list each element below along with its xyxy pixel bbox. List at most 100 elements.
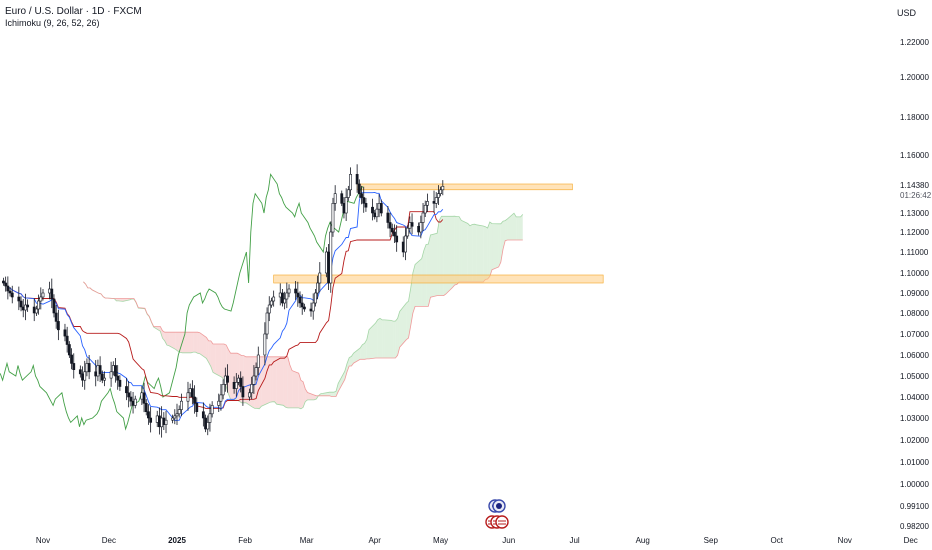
time-tick-label: Oct	[770, 536, 783, 545]
us-flag-icon	[485, 515, 509, 529]
candle-body	[226, 375, 229, 383]
price-tick-label: 1.03000	[900, 414, 929, 423]
candle	[142, 382, 146, 413]
candle	[65, 326, 69, 353]
candle	[32, 298, 36, 322]
candle-body	[439, 189, 443, 194]
cloud-segment	[483, 225, 486, 282]
candle	[377, 194, 381, 218]
candle-body	[393, 231, 396, 237]
chart-title[interactable]: Euro / U.S. Dollar · 1D · FXCM	[5, 6, 142, 17]
candle-body	[313, 292, 317, 304]
candle-body	[311, 302, 315, 312]
price-tick-label: 1.13000	[900, 209, 929, 218]
candle-body	[175, 413, 179, 417]
time-tick-label: Feb	[238, 536, 252, 545]
candle-body	[267, 304, 271, 314]
cloud-segment	[270, 356, 273, 403]
candle	[239, 371, 243, 393]
time-tick-label: Mar	[300, 536, 314, 545]
price-tick-label: 1.16000	[900, 151, 929, 160]
cloud-segment	[289, 364, 293, 408]
candle-body	[72, 363, 76, 370]
ichimoku-lines	[0, 173, 444, 431]
event-icons	[485, 499, 509, 529]
zone-2	[273, 274, 604, 284]
cloud-segment	[285, 356, 288, 408]
cloud-segment	[120, 298, 123, 302]
candle	[309, 302, 313, 317]
candle-body	[127, 392, 131, 398]
candle	[217, 393, 221, 413]
price-tick-label: 1.10000	[900, 269, 929, 278]
candle	[87, 355, 91, 380]
candle-body	[234, 381, 238, 389]
candle	[267, 296, 271, 322]
candle	[85, 358, 89, 377]
indicator-label[interactable]: Ichimoku (9, 26, 52, 26)	[5, 18, 100, 28]
candle	[241, 376, 245, 406]
candle-body	[204, 417, 207, 430]
price-axis: 1.22000 1.20000 1.18000 1.16000 1.13000 1.120…	[900, 38, 929, 531]
cloud-segment	[331, 392, 334, 397]
flag-badge	[495, 515, 509, 529]
cloud-segment	[245, 356, 253, 408]
candle-body	[48, 288, 51, 294]
price-tick-label: 0.98200	[900, 522, 929, 531]
candle	[48, 281, 51, 300]
candle-body	[87, 363, 91, 373]
candle-body	[39, 296, 43, 302]
candle-body	[221, 384, 225, 396]
cloud-segment	[362, 343, 365, 360]
candle-body	[171, 417, 175, 421]
cloud-segment	[298, 373, 301, 409]
candle-body	[125, 386, 128, 394]
candle-body	[8, 290, 12, 294]
candle-body	[133, 398, 137, 406]
candle	[349, 167, 352, 196]
candle-body	[158, 415, 161, 428]
candle	[406, 225, 410, 239]
cloud-segment	[199, 332, 207, 359]
candle-body	[254, 367, 258, 377]
candle	[56, 309, 60, 341]
candle-body	[421, 212, 425, 223]
candle	[294, 281, 298, 300]
candle-body	[388, 222, 392, 229]
candle	[177, 405, 181, 418]
cloud-segment	[215, 344, 222, 378]
cloud-segment	[454, 216, 457, 285]
currency-label[interactable]: USD	[896, 8, 916, 18]
candle	[298, 291, 302, 308]
candle	[375, 202, 379, 223]
candle-body	[256, 354, 260, 368]
candle	[342, 197, 346, 219]
candle-body	[144, 402, 148, 412]
cloud-segment	[390, 320, 394, 359]
candle	[419, 215, 423, 239]
price-tick-label: 1.02000	[900, 436, 929, 445]
cloud-segment	[476, 224, 484, 282]
candle	[52, 294, 56, 318]
candle-body	[406, 227, 410, 237]
price-tick-label: 1.06000	[900, 351, 929, 360]
cloud-segment	[338, 371, 345, 392]
candle	[393, 224, 396, 243]
candle	[219, 383, 223, 411]
cloud-segment	[441, 216, 444, 296]
candle-body	[21, 306, 25, 311]
cloud-segment	[406, 301, 409, 340]
candle-body	[375, 208, 379, 218]
candle	[379, 199, 383, 217]
cloud-segment	[175, 332, 178, 352]
candle-body	[17, 296, 21, 302]
cloud-segment	[498, 223, 501, 268]
candle	[173, 409, 177, 425]
candle	[388, 212, 392, 238]
candle-body	[395, 235, 399, 243]
cloud-segment	[379, 318, 383, 359]
candle-body	[155, 415, 159, 423]
candle-body	[401, 241, 405, 253]
cloud-segment	[443, 216, 446, 296]
